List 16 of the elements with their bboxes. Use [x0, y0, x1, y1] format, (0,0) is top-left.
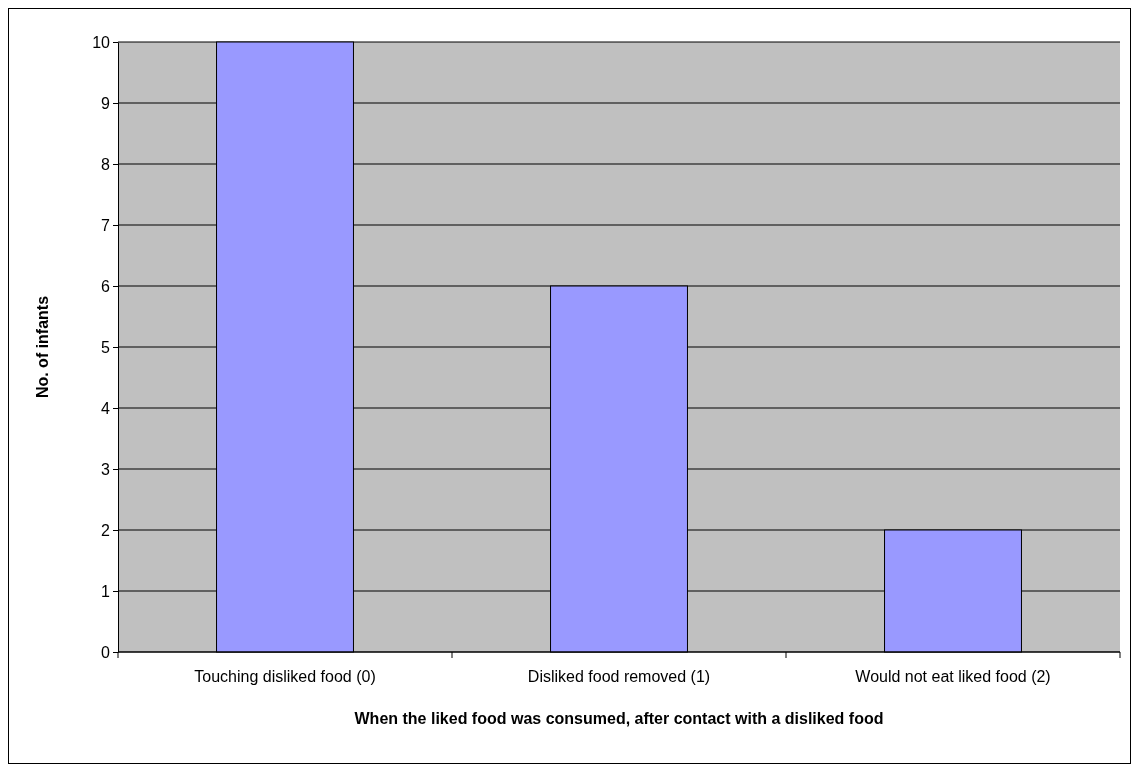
x-tick-label: Disliked food removed (1) — [527, 668, 711, 685]
y-tick-label: 1 — [101, 582, 111, 600]
y-tick-label: 3 — [101, 460, 111, 478]
y-tick-label: 7 — [101, 216, 111, 234]
y-tick-label: 6 — [101, 277, 111, 295]
x-tick-label: Touching disliked food (0) — [194, 668, 376, 685]
y-axis-title: No. of infants — [34, 295, 51, 399]
x-tick-label: Would not eat liked food (2) — [855, 668, 1051, 685]
y-tick-label: 10 — [92, 33, 111, 51]
y-tick-label: 8 — [101, 155, 111, 173]
y-tick-label: 9 — [101, 94, 111, 112]
y-tick-label: 2 — [101, 521, 111, 539]
y-tick-label: 4 — [101, 399, 111, 417]
y-tick-label: 5 — [101, 338, 111, 356]
x-axis-title: When the liked food was consumed, after contact with a disliked food — [354, 710, 884, 727]
y-tick-label: 0 — [101, 643, 111, 661]
